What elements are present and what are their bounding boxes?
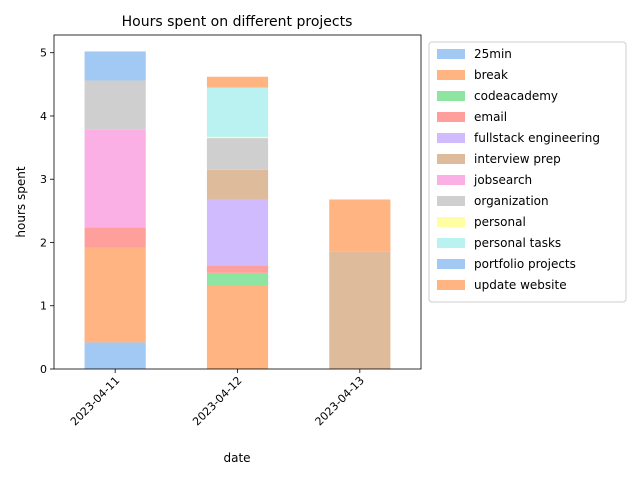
bar-segment <box>206 76 269 88</box>
legend-swatch <box>437 154 465 164</box>
legend-swatch <box>437 259 465 269</box>
legend-label: organization <box>474 194 549 208</box>
y-axis: 0 1 2 3 4 5 <box>40 47 54 376</box>
bar-segment <box>84 342 146 369</box>
bar-segment <box>84 51 146 81</box>
y-tick-label: 0 <box>40 363 47 376</box>
legend-label: break <box>474 68 508 82</box>
x-tick-label: 2023-04-11 <box>68 374 122 428</box>
legend-swatch <box>437 91 465 101</box>
legend-swatch <box>437 49 465 59</box>
x-tick-label: 2023-04-12 <box>190 374 244 428</box>
x-axis-label: date <box>223 451 250 465</box>
y-tick-label: 2 <box>40 236 47 249</box>
y-axis-label: hours spent <box>14 166 28 237</box>
legend-label: email <box>474 110 507 124</box>
bar-segment <box>329 199 391 252</box>
bar-segment <box>206 272 269 286</box>
bar-segment <box>329 251 391 369</box>
legend-swatch <box>437 175 465 185</box>
y-tick-label: 5 <box>40 47 47 60</box>
bar-segment <box>206 87 269 137</box>
legend-label: jobsearch <box>473 173 532 187</box>
bar-segment <box>206 199 269 266</box>
legend-label: interview prep <box>474 152 561 166</box>
bars-layer <box>84 51 391 369</box>
bar-segment <box>84 227 146 248</box>
bar-segment <box>84 129 146 228</box>
legend-label: portfolio projects <box>474 257 576 271</box>
legend-label: 25min <box>474 47 512 61</box>
legend-label: personal <box>474 215 526 229</box>
bar-segment <box>206 138 269 170</box>
bar-segment <box>84 247 146 343</box>
legend-swatch <box>437 112 465 122</box>
legend-box <box>428 41 627 303</box>
legend-label: codeacademy <box>474 89 558 103</box>
x-tick-label: 2023-04-13 <box>313 374 367 428</box>
legend-swatch <box>437 280 465 290</box>
bar-segment <box>206 285 269 369</box>
x-axis: 2023-04-11 2023-04-12 2023-04-13 <box>68 369 367 428</box>
legend-swatch <box>437 217 465 227</box>
legend-label: personal tasks <box>474 236 561 250</box>
bar-segment <box>206 136 269 139</box>
legend-label: fullstack engineering <box>474 131 600 145</box>
bar-segment <box>84 80 146 130</box>
y-tick-label: 4 <box>40 110 47 123</box>
legend-swatch <box>437 70 465 80</box>
legend: 25min break codeacademy email fullstack engi… <box>428 41 627 303</box>
plot-frame <box>53 34 422 370</box>
legend-swatch <box>437 196 465 206</box>
y-tick-label: 3 <box>40 173 47 186</box>
y-tick-label: 1 <box>40 300 47 313</box>
legend-label: update website <box>474 278 567 292</box>
chart-title: Hours spent on different projects <box>122 14 353 30</box>
legend-swatch <box>437 133 465 143</box>
bar-segment <box>206 265 269 273</box>
bar-segment <box>206 169 269 200</box>
legend-swatch <box>437 238 465 248</box>
